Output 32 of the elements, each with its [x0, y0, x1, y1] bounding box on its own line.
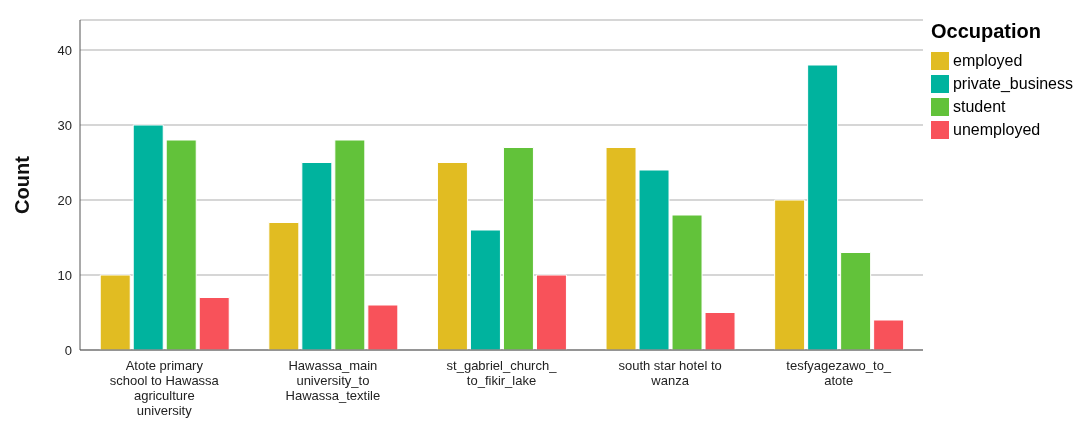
- bar: [535, 274, 567, 350]
- bar: [469, 229, 501, 350]
- bar: [165, 139, 197, 350]
- legend-title: Occupation: [931, 20, 1042, 43]
- legend-label: employed: [952, 50, 1024, 71]
- x-tick-label: Atote primary school to Hawassa agriculture university: [109, 358, 220, 418]
- y-tick-label: 40: [57, 42, 72, 58]
- legend-label: unemployed: [952, 119, 1042, 140]
- legend-label: student: [952, 96, 1007, 117]
- y-tick-label: 0: [64, 342, 72, 358]
- bar: [198, 297, 230, 350]
- y-tick-label: 10: [57, 267, 72, 283]
- bar: [502, 147, 534, 350]
- bar: [367, 304, 399, 350]
- bar: [873, 319, 905, 350]
- x-tick-label: south star hotel to wanza: [618, 358, 722, 388]
- x-tick-label: Hawassa_main university_to Hawassa_textile: [285, 358, 381, 403]
- bar: [132, 124, 164, 350]
- bar: [807, 64, 839, 350]
- bar: [301, 162, 333, 350]
- bar: [436, 162, 468, 350]
- x-tick-label: tesfyagezawo_to_atote: [786, 358, 892, 388]
- bar: [268, 222, 300, 350]
- bar: [99, 274, 131, 350]
- bar: [774, 199, 806, 350]
- y-tick-label: 20: [57, 192, 72, 208]
- bar: [334, 139, 366, 350]
- x-tick-label: st_gabriel_church_to_fikir_lake: [446, 358, 558, 388]
- legend-label: private_business: [951, 73, 1073, 94]
- y-axis-title: Count: [11, 155, 34, 214]
- y-tick-label: 30: [57, 117, 72, 133]
- bar: [840, 252, 872, 350]
